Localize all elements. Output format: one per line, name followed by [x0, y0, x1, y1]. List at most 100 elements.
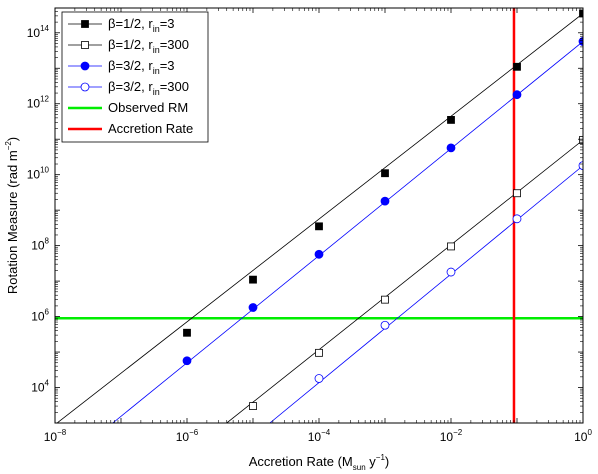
legend-label-main: β=1/2, r [108, 37, 153, 52]
legend-label-tail: =300 [160, 37, 189, 52]
series-4-point [446, 267, 456, 277]
y-tick-base: 10 [31, 239, 45, 253]
legend-entry-4: β=3/2, rin=300 [68, 79, 189, 97]
legend-label-main: β=1/2, r [108, 16, 153, 31]
y-axis-label: Rotation Measure (rad m−2) [4, 137, 20, 294]
legend-entry-2: β=1/2, rin=300 [68, 37, 189, 55]
y-axis-label-main: Rotation Measure (rad m [5, 150, 20, 294]
x-tick-exponent: −4 [321, 428, 331, 437]
series-3-point [512, 90, 522, 100]
x-tick-label: 10−8 [44, 428, 67, 444]
x-axis-label-end: ) [385, 454, 389, 469]
y-axis-label-sup: −2 [4, 141, 13, 151]
series-2-line [226, 139, 583, 423]
legend-label-tail: =3 [160, 58, 175, 73]
series-4-point [512, 214, 522, 224]
x-axis-label-main: Accretion Rate (M [249, 454, 353, 469]
series-1-point [381, 169, 389, 178]
y-tick-base: 10 [27, 97, 41, 111]
series-2-point [315, 348, 323, 357]
legend-label-sub: in [153, 45, 160, 55]
x-tick-label: 10−4 [308, 428, 331, 444]
y-tick-base: 10 [27, 26, 41, 40]
axis-labels: 10−8 10−6 10−4 10−2 100104106108101010121014… [4, 24, 592, 472]
series-3-point [446, 143, 456, 153]
y-tick-base: 10 [31, 310, 45, 324]
series-1 [56, 9, 583, 423]
y-tick-exponent: 4 [45, 379, 50, 388]
series-1-line [56, 13, 583, 423]
x-tick-base: 10 [574, 430, 588, 444]
series-4-point [380, 320, 390, 330]
legend-label: β=3/2, rin=300 [108, 79, 189, 97]
series-4-point [314, 374, 324, 383]
legend-entry-ref-1: Observed RM [68, 100, 188, 115]
series-3-point [182, 356, 192, 366]
x-tick-label: 10−6 [176, 428, 199, 444]
y-tick-exponent: 12 [40, 95, 49, 104]
series-2-point [381, 295, 389, 304]
y-tick-label: 106 [31, 308, 49, 324]
y-axis-label-end: ) [5, 137, 20, 141]
legend-label-sub: in [153, 87, 160, 97]
x-tick-base: 10 [176, 430, 190, 444]
legend-marker [80, 61, 90, 71]
legend-label: β=1/2, rin=300 [108, 37, 189, 55]
y-tick-label: 108 [31, 237, 49, 253]
legend-entry-3: β=3/2, rin=3 [68, 58, 175, 76]
legend-marker [81, 41, 89, 49]
x-tick-exponent: −6 [189, 428, 199, 437]
legend-marker [81, 20, 89, 28]
legend-label-tail: =3 [160, 16, 175, 31]
legend-label-main: β=3/2, r [108, 79, 153, 94]
x-tick-label: 100 [574, 428, 592, 444]
series-2-point [513, 189, 521, 198]
legend-label-sub: in [153, 66, 160, 76]
legend-box [61, 11, 209, 143]
series-1-point [579, 9, 583, 18]
series-2 [226, 136, 583, 423]
axis-ticks [54, 8, 584, 424]
legend-label: Observed RM [108, 100, 188, 115]
legend-marker [80, 82, 90, 92]
legend-label: Accretion Rate [108, 121, 193, 136]
series-1-point [513, 62, 521, 71]
data-series [56, 9, 583, 423]
y-tick-exponent: 14 [40, 24, 49, 33]
x-tick-base: 10 [44, 430, 58, 444]
y-tick-label: 104 [31, 379, 49, 395]
series-1-point [447, 116, 455, 124]
series-3-point [314, 249, 324, 259]
x-axis-label: Accretion Rate (Msun y−1) [249, 453, 390, 472]
legend-label-main: β=3/2, r [108, 58, 153, 73]
legend-entry-1: β=1/2, rin=3 [68, 16, 175, 34]
y-tick-exponent: 6 [45, 308, 50, 317]
x-tick-exponent: −2 [453, 428, 463, 437]
y-tick-exponent: 8 [45, 237, 50, 246]
series-4-point [578, 161, 583, 171]
legend-label: β=3/2, rin=3 [108, 58, 175, 76]
series-3-point [380, 196, 390, 206]
series-1-point [315, 222, 323, 231]
legend-label-sub: in [153, 24, 160, 34]
x-tick-exponent: −8 [57, 428, 67, 437]
y-tick-base: 10 [27, 168, 41, 182]
legend-label-tail: =300 [160, 79, 189, 94]
legend-label: β=1/2, rin=3 [108, 16, 175, 34]
x-tick-exponent: 0 [587, 428, 592, 437]
series-3-point [248, 303, 258, 312]
series-1-point [249, 275, 257, 284]
x-axis-label-sub: sun [353, 463, 366, 472]
series-4 [269, 161, 583, 423]
x-tick-base: 10 [440, 430, 454, 444]
series-2-point [579, 136, 583, 144]
x-axis-label-sup: −1 [376, 453, 386, 462]
reference-lines [55, 8, 583, 423]
y-tick-base: 10 [31, 381, 45, 395]
x-tick-base: 10 [308, 430, 322, 444]
x-axis-label-tail: y [366, 454, 377, 469]
x-tick-label: 10−2 [440, 428, 463, 444]
legend-entry-ref-2: Accretion Rate [68, 121, 193, 136]
